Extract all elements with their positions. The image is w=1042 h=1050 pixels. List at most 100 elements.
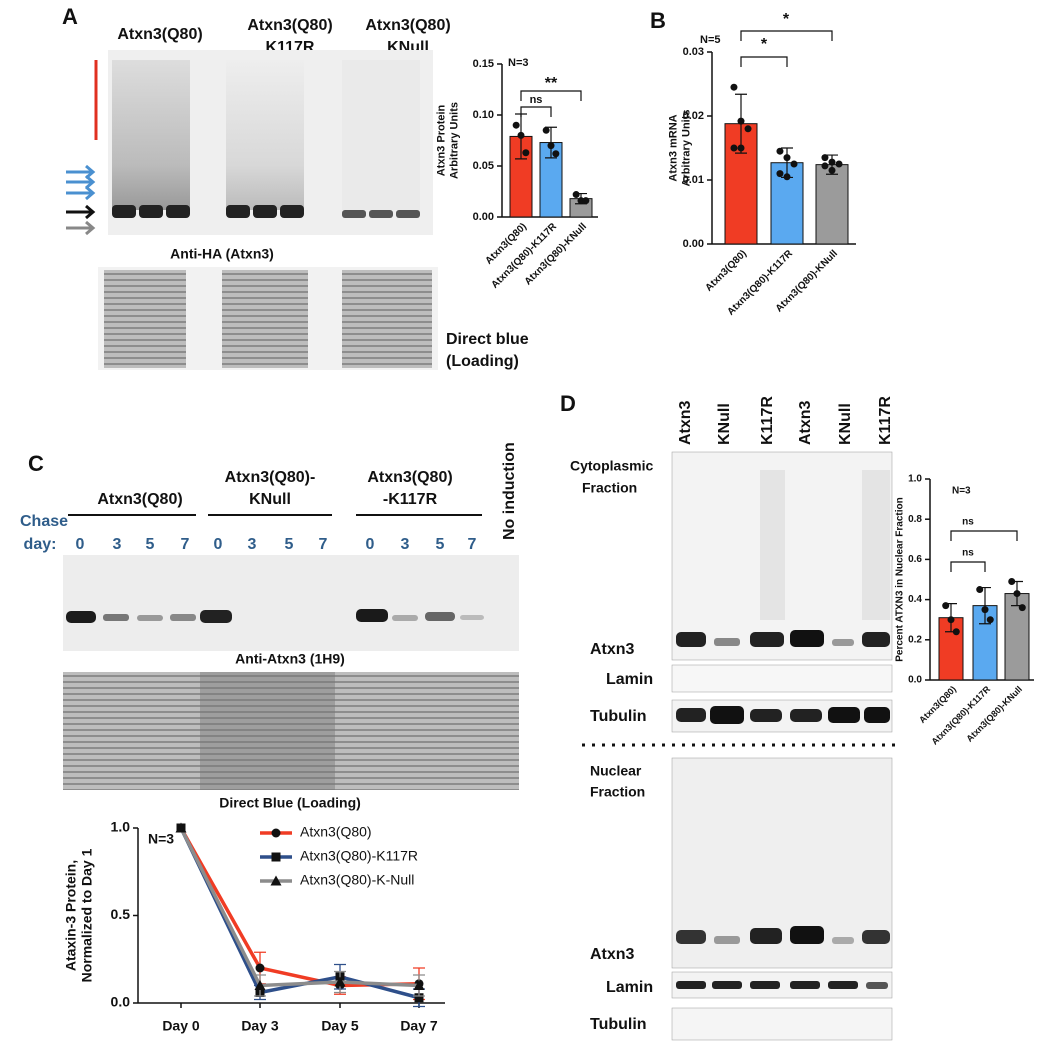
significance-label: **: [545, 75, 558, 92]
significance-label: *: [761, 36, 768, 53]
data-point: [821, 162, 829, 170]
bar: [815, 164, 849, 245]
blot-lanes: [112, 60, 420, 218]
chase-day: 0: [366, 536, 375, 553]
data-point: [783, 154, 791, 162]
data-point: [175, 822, 187, 833]
significance-label: ns: [962, 548, 974, 559]
x-tick-label: Atxn3(Q80)-K117R: [929, 684, 992, 747]
fraction-label: Fraction: [590, 784, 645, 800]
y-tick-label: 1.0: [908, 474, 922, 485]
lane-headers: Atxn3 KNull K117R Atxn3 KNull K117R: [677, 396, 894, 445]
data-point: [947, 616, 955, 624]
nuclear-blot: [671, 757, 893, 1041]
chase-day: 3: [113, 536, 122, 553]
data-point: [512, 121, 520, 129]
legend-label: Atxn3(Q80): [300, 824, 372, 840]
row-label: Tubulin: [590, 1016, 647, 1033]
lane-header: Atxn3(Q80): [117, 26, 202, 43]
significance-bracket: [950, 561, 986, 572]
data-point: [1013, 590, 1021, 598]
data-point: [835, 160, 843, 168]
row-label: Lamin: [606, 671, 653, 688]
x-tick-label: Atxn3(Q80): [703, 248, 749, 294]
chase-day: 7: [468, 536, 477, 553]
lane-header: K117R: [759, 396, 776, 445]
n-label: N=5: [700, 34, 721, 46]
chase-day: 7: [319, 536, 328, 553]
data-point: [790, 160, 798, 168]
chase-day: 3: [248, 536, 257, 553]
y-tick-label: 0.01: [683, 174, 704, 186]
group-label: KNull: [249, 491, 291, 508]
legend-marker: [271, 828, 281, 838]
data-point: [334, 976, 346, 987]
data-point: [255, 963, 265, 973]
y-tick-label: 0.4: [908, 594, 922, 605]
data-point: [414, 993, 424, 1003]
y-tick-label: 0.03: [683, 46, 704, 58]
data-point: [522, 149, 530, 157]
data-point: [828, 166, 836, 174]
legend-marker: [271, 852, 281, 862]
fraction-label: Fraction: [582, 480, 637, 496]
y-tick-label: 0.6: [908, 554, 922, 565]
blot-label: Anti-HA (Atxn3): [170, 246, 274, 262]
data-point: [986, 616, 994, 624]
blot-label: Anti-Atxn3 (1H9): [235, 651, 345, 667]
row-label: Lamin: [606, 979, 653, 996]
y-tick-label: 0.2: [908, 634, 922, 645]
lane-header: Atxn3(Q80): [247, 17, 332, 34]
data-point: [577, 197, 585, 205]
panel-label: D: [560, 391, 576, 416]
panel-label: C: [28, 451, 44, 476]
significance-bracket: [950, 530, 1018, 541]
y-tick-label: 1.0: [111, 819, 131, 835]
cyto-blot: [671, 451, 893, 733]
data-point: [542, 126, 550, 134]
y-tick-label: 0.15: [473, 58, 494, 70]
data-point: [730, 83, 738, 91]
data-point: [730, 144, 738, 152]
fraction-label: Cytoplasmic: [570, 458, 653, 474]
data-point: [776, 147, 784, 155]
significance-label: ns: [962, 517, 974, 528]
x-tick-label: Day 3: [241, 1018, 279, 1034]
loading-blot: [63, 672, 519, 790]
legend-label: Atxn3(Q80)-K-Null: [300, 872, 414, 888]
y-axis-label: Atxn3 mRNA: [667, 114, 679, 181]
y-axis-label: Atxn3 Protein: [435, 104, 447, 176]
y-axis-label: Percent ATXN3 in Nuclear Fraction: [895, 497, 906, 662]
data-point: [1008, 578, 1016, 586]
lane-header: K117R: [877, 396, 894, 445]
significance-bracket: [520, 106, 552, 117]
chase-day: 5: [436, 536, 445, 553]
data-point: [744, 125, 752, 133]
y-tick-label: 0.0: [111, 994, 131, 1010]
group-label: Atxn3(Q80): [97, 491, 182, 508]
row-label: Atxn3: [590, 946, 635, 963]
lane-header: Atxn3: [797, 400, 814, 445]
data-point: [952, 628, 960, 636]
data-point: [828, 158, 836, 166]
fraction-label: Nuclear: [590, 763, 642, 779]
data-point: [981, 606, 989, 614]
y-tick-label: 0.10: [473, 109, 494, 121]
x-tick-label: Day 7: [400, 1018, 438, 1034]
lane-header: KNull: [716, 403, 733, 445]
row-label: Tubulin: [590, 708, 647, 725]
y-tick-label: 0.8: [908, 514, 922, 525]
data-point: [783, 173, 791, 181]
significance-bracket: [520, 90, 582, 101]
group-label: Atxn3(Q80)-: [225, 469, 316, 486]
no-induction-label: No induction: [501, 442, 518, 540]
data-point: [572, 191, 580, 199]
data-point: [976, 586, 984, 594]
chase-day: 0: [214, 536, 223, 553]
lane-header: Atxn3(Q80): [365, 17, 450, 34]
x-tick-label: Day 5: [321, 1018, 359, 1034]
loading-label: Direct blue: [446, 331, 529, 348]
data-point: [737, 144, 745, 152]
